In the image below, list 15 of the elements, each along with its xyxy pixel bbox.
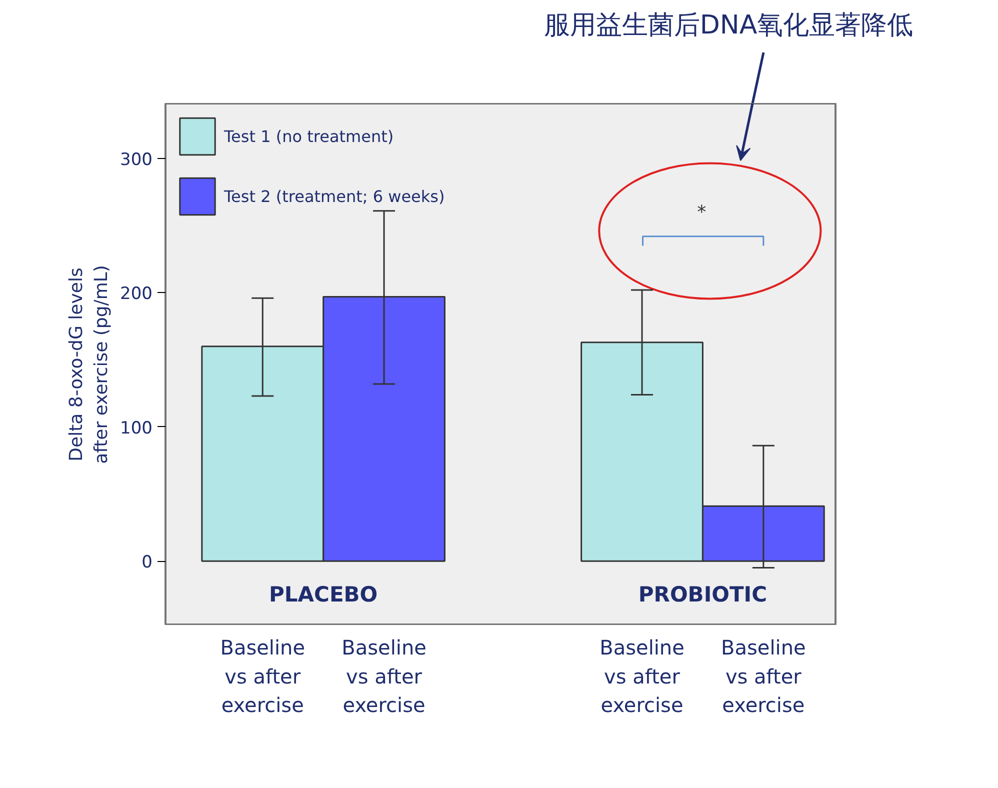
y-tick-label: 0	[142, 552, 153, 573]
annotation: *	[697, 202, 706, 223]
x-tick-label: PLACEBO	[269, 582, 378, 607]
text: Baseline vs after exercise	[721, 636, 806, 718]
y-tick-label: 300	[120, 150, 153, 170]
text: Baseline vs after exercise	[220, 636, 306, 718]
legend-label: Test 1 (no treatment)	[224, 126, 394, 146]
text: Baseline vs after exercise	[600, 636, 684, 718]
text: Baseline vs after exercise	[342, 636, 426, 718]
legend-label: Test 2 (treatment; 6 weeks)	[224, 186, 445, 206]
x-tick-label: PROBIOTIC	[638, 582, 768, 607]
y-axis-title: Delta 8-oxo-dG levels after exercise (pg/mL)	[66, 265, 112, 464]
y-tick-label: 200	[120, 284, 153, 304]
text: 服用益生菌后DNA氧化显著降低	[544, 10, 914, 40]
y-tick-label: 100	[120, 418, 153, 438]
